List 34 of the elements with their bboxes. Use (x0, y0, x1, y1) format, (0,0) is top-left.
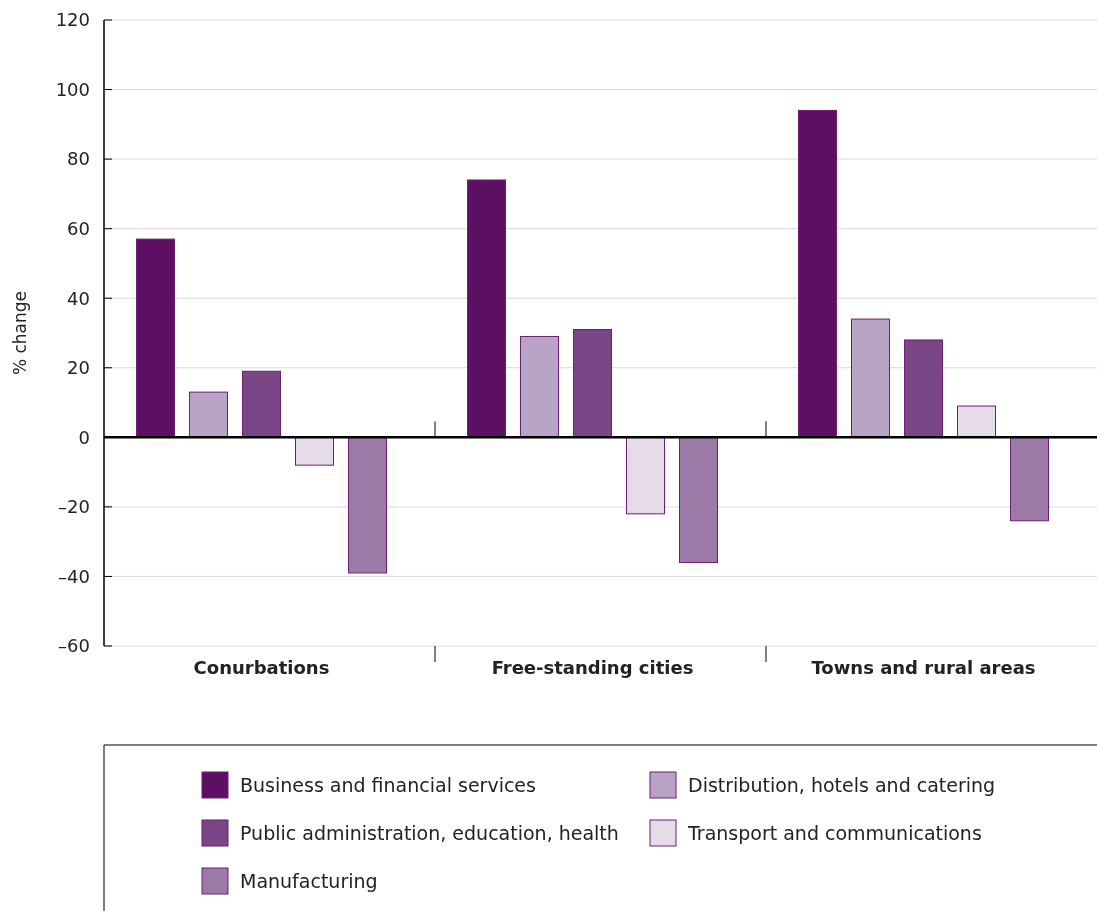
bar (242, 370, 281, 438)
y-tick-label: 20 (67, 357, 90, 379)
x-tick-label: Conurbations (193, 657, 330, 678)
bar (520, 335, 559, 438)
legend-label: Manufacturing (240, 869, 378, 892)
bar (679, 436, 718, 564)
legend-label: Transport and communications (687, 821, 982, 844)
y-tick-label: 40 (67, 287, 90, 309)
bar (189, 391, 228, 438)
bar (798, 109, 837, 438)
bar (957, 405, 996, 438)
bar (136, 238, 175, 438)
bar (1010, 436, 1049, 522)
y-tick-label: –60 (58, 635, 90, 657)
y-axis-title: % change (10, 290, 30, 376)
bar (467, 179, 506, 438)
bar (904, 339, 943, 438)
y-tick-label: 0 (78, 426, 90, 448)
legend-label: Business and financial services (240, 773, 536, 796)
y-tick-label: 100 (55, 78, 90, 100)
bar (295, 436, 334, 466)
bar (573, 329, 612, 438)
y-tick-label: –20 (58, 496, 90, 518)
x-tick-label: Towns and rural areas (811, 657, 1036, 678)
y-tick-label: 60 (67, 217, 90, 239)
legend-label: Distribution, hotels and catering (688, 773, 996, 796)
bar (348, 436, 387, 574)
bar (851, 318, 890, 438)
x-tick-label: Free-standing cities (491, 657, 694, 678)
bar (626, 436, 665, 515)
y-tick-label: 80 (67, 148, 90, 170)
y-tick-label: 120 (55, 9, 90, 31)
legend-label: Public administration, education, health (240, 821, 619, 844)
y-tick-label: –40 (58, 565, 90, 587)
